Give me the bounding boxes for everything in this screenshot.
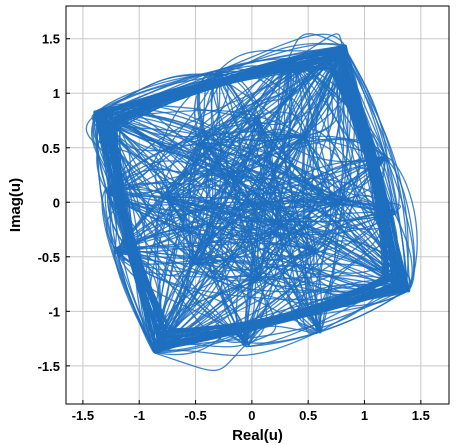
trajectory-segment [215,33,347,73]
trajectory-envelope [99,56,388,349]
axes-box [65,5,450,405]
trajectory-segment [153,201,254,351]
trajectory-segment [230,138,386,174]
y-tick-label: 1.5 [42,32,60,47]
trajectory-segment [110,190,250,216]
trajectory-envelope [105,46,389,333]
trajectory-segment [117,200,395,252]
x-tick-label: -0.5 [184,408,206,423]
y-tick-label: 0 [53,195,60,210]
x-tick-label: -1.5 [72,408,94,423]
trajectory-segment [165,44,343,199]
trajectory-segment [340,47,409,291]
trajectory-segment [216,68,309,135]
x-tick-label: 0 [248,408,255,423]
y-tick-label: -0.5 [38,250,60,265]
trajectory-segment [114,198,391,251]
trajectory-segment [386,160,407,288]
signal-trajectory [85,33,418,372]
trajectory-segment [281,224,408,300]
trajectory-segment [153,345,246,372]
trajectory-segment [108,182,170,196]
trajectory-segment [219,74,305,137]
trajectory-segment [167,198,198,262]
x-tick-label: 1.5 [412,408,430,423]
y-tick-label: -1.5 [38,359,60,374]
x-tick-label: 0.5 [299,408,317,423]
trajectory-segment [98,112,312,255]
x-tick-label: 1 [361,408,368,423]
trajectory-segment [197,74,229,178]
trajectory-segment [94,110,407,293]
trajectory-segment [117,248,318,331]
trajectory-segment [313,240,412,290]
trajectory-segment [154,250,315,351]
trajectory-segment [254,199,322,333]
trajectory-segment [96,73,221,115]
trajectory-segment [147,139,201,351]
trajectory-segment [287,33,346,59]
trajectory-segment [341,45,388,158]
trajectory-segment [192,199,345,262]
trajectory-segment [119,155,383,250]
axis-ticks: -1.5 -1 -0.5 0 0.5 1 1.5 -1.5 -1 -0.5 0 0.5 1 1.5 [38,32,430,423]
y-tick-label: 0.5 [42,141,60,156]
y-tick-label: 1 [53,86,60,101]
trajectory-segment [288,59,323,333]
trajectory-segment [198,110,258,155]
trajectory-segment [187,76,217,265]
trajectory-segment [196,195,342,266]
trajectory-segment [384,158,416,289]
y-axis-label: Imag(u) [7,178,24,232]
trajectory-segment [114,77,221,250]
trajectory-segment [167,197,316,251]
x-axis-label: Real(u) [232,427,283,444]
x-tick-label: -1 [133,408,145,423]
y-tick-label: -1 [48,304,60,319]
trajectory-segment [93,113,156,352]
trajectory-segment [116,247,315,262]
trajectory-segment [230,169,314,254]
trajectory-envelope [113,49,405,347]
trajectory-segment [195,261,256,292]
trajectory-segment [200,132,229,174]
trajectory-segment [119,252,411,292]
trajectory-segment [255,59,293,281]
trajectory-envelope [116,47,388,330]
trajectory-segment [155,330,321,357]
trajectory-segment [288,33,343,64]
